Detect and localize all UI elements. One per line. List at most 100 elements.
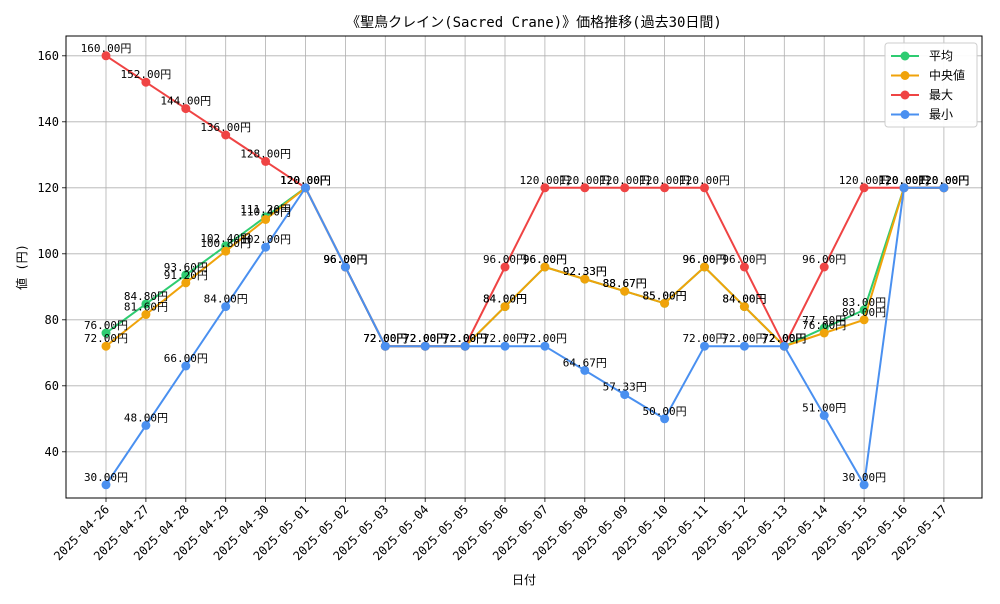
data-label: 72.00円 (762, 332, 806, 345)
legend-label: 中央値 (929, 68, 965, 83)
data-label: 91.20円 (164, 269, 208, 282)
data-point (500, 341, 510, 351)
data-label: 72.00円 (84, 332, 128, 345)
data-point (580, 274, 590, 284)
data-label: 120.00円 (559, 174, 610, 187)
data-label: 85.00円 (643, 289, 687, 302)
data-point (700, 262, 709, 272)
data-point (620, 390, 630, 400)
data-label: 93.60円 (164, 261, 208, 274)
data-label: 72.00円 (403, 332, 447, 345)
legend-box (884, 42, 978, 128)
data-label: 96.00円 (323, 253, 367, 266)
data-label: 76.00円 (84, 319, 128, 332)
data-label: 84.80円 (124, 290, 168, 303)
data-label: 72.00円 (443, 332, 487, 345)
data-label: 72.00円 (363, 332, 407, 345)
data-point (739, 302, 749, 312)
legend-label: 平均 (929, 49, 953, 63)
data-label: 120.00円 (280, 174, 331, 187)
data-label: 64.67円 (563, 356, 607, 369)
data-point (580, 183, 590, 193)
data-label: 72.00円 (523, 332, 567, 345)
series-line (105, 185, 944, 488)
data-label: 96.00円 (323, 253, 367, 266)
data-label: 120.00円 (919, 174, 970, 187)
data-point (221, 130, 231, 140)
data-label: 96.00円 (483, 253, 527, 266)
series-lines (101, 51, 949, 490)
data-point (859, 183, 869, 193)
data-point (819, 411, 829, 420)
data-label: 30.00円 (842, 471, 886, 484)
data-point (899, 183, 909, 193)
data-point (660, 183, 670, 193)
data-point (819, 262, 829, 272)
data-label: 111.20円 (240, 203, 291, 216)
data-point (181, 278, 191, 288)
data-point (181, 270, 191, 280)
data-label: 100.80円 (200, 237, 251, 250)
data-point (540, 183, 550, 193)
data-point (859, 315, 869, 325)
data-label: 81.60円 (124, 301, 168, 314)
data-label: 102.40円 (200, 232, 251, 245)
data-point (141, 420, 151, 430)
y-tick-label: 140 (37, 115, 59, 129)
data-label: 92.33円 (563, 265, 607, 278)
data-point (739, 262, 749, 272)
data-point (620, 183, 630, 193)
series-3 (101, 183, 949, 490)
data-label: 72.00円 (403, 332, 447, 345)
data-point (540, 262, 550, 272)
data-label: 120.00円 (879, 174, 930, 187)
data-label: 72.00円 (363, 332, 407, 345)
data-label: 72.00円 (682, 332, 726, 345)
data-label: 96.00円 (523, 253, 567, 266)
data-point (660, 298, 670, 308)
data-point (620, 286, 630, 296)
data-point (181, 104, 191, 114)
data-label: 80.00円 (842, 306, 886, 319)
data-label: 72.00円 (762, 332, 806, 345)
data-point (660, 414, 670, 424)
data-label: 120.00円 (919, 174, 970, 187)
data-point (301, 183, 310, 193)
data-label: 160.00円 (81, 42, 132, 55)
data-label: 136.00円 (200, 121, 251, 134)
data-label: 144.00円 (160, 95, 211, 108)
data-label: 120.00円 (919, 174, 970, 187)
data-label: 72.00円 (762, 332, 806, 345)
plot-border (65, 35, 983, 499)
data-label: 120.00円 (919, 174, 970, 187)
data-point (141, 77, 151, 87)
data-label: 120.00円 (280, 174, 331, 187)
y-axis-title: 値 (円) (14, 244, 29, 290)
y-tick-label: 100 (37, 247, 59, 261)
data-point (221, 302, 231, 312)
legend-label: 最大 (929, 88, 953, 102)
data-label: 84.00円 (483, 293, 527, 306)
y-tick-label: 80 (45, 313, 59, 327)
data-label: 128.00円 (240, 147, 291, 160)
data-label: 51.00円 (802, 402, 846, 415)
y-tick-label: 60 (45, 379, 59, 393)
data-point (540, 341, 550, 351)
data-label: 85.00円 (643, 289, 687, 302)
data-label: 84.00円 (204, 293, 248, 306)
data-point (181, 361, 191, 371)
legend-marker (900, 51, 910, 61)
data-point (141, 299, 151, 309)
legend-marker (900, 90, 910, 100)
data-label: 50.00円 (643, 405, 687, 418)
data-label: 57.33円 (603, 381, 647, 394)
data-label: 120.00円 (639, 174, 690, 187)
data-label: 120.00円 (879, 174, 930, 187)
data-label: 96.00円 (323, 253, 367, 266)
data-point (859, 480, 869, 490)
data-label: 120.00円 (280, 174, 331, 187)
x-axis-title: 日付 (512, 573, 536, 587)
data-label: 72.00円 (403, 332, 447, 345)
